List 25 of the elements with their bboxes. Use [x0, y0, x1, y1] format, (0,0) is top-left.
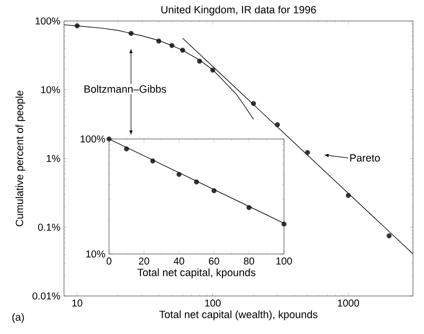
x-tick-label: 80 [244, 258, 254, 265]
x-tick-label: 40 [174, 258, 184, 265]
x-tick-label: 10 [72, 300, 82, 307]
annotation: Boltzmann–Gibbs [84, 85, 166, 93]
x-tick-label: 60 [208, 258, 220, 265]
x-axis-title: Total net capital, kpounds [137, 268, 256, 278]
y-tick-label: 0.01% [32, 292, 60, 300]
text: (a) [12, 313, 24, 323]
y-tick-label: 100% [36, 17, 60, 25]
point [282, 222, 286, 227]
x-tick-label: 100 [205, 300, 221, 307]
x-axis-title: Total net capital (wealth), kpounds [159, 310, 318, 320]
x-tick-label: 100 [276, 258, 292, 265]
y-tick-label: 100% [80, 135, 106, 143]
y-tick-label: 0.1% [38, 224, 60, 231]
point [106, 136, 112, 142]
y-tick-label: 10% [86, 250, 106, 258]
y-tick-label: 10% [41, 86, 60, 94]
y-axis-title: Cumulative percent of people [15, 90, 26, 226]
x-tick-label: 20 [138, 258, 150, 265]
chart-title: United Kingdom, IR data for 1996 [161, 6, 316, 16]
annotation: Pareto [350, 154, 380, 162]
y-tick-label: 1% [46, 154, 60, 162]
x-tick-label: 0 [106, 258, 112, 265]
x-tick-label: 1000 [338, 300, 360, 307]
